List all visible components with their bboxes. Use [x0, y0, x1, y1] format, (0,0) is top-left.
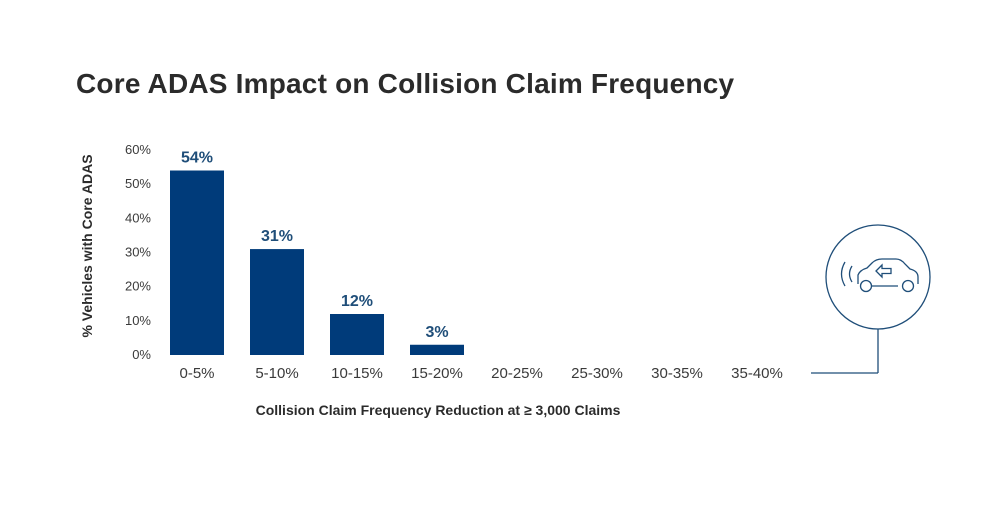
x-axis-title: Collision Claim Frequency Reduction at ≥… — [256, 402, 621, 418]
y-tick-label: 40% — [125, 210, 151, 225]
x-category-label: 35-40% — [731, 365, 783, 382]
x-category-label: 20-25% — [491, 365, 543, 382]
y-axis-ticks: 0% 10% 20% 30% 40% 50% 60% — [125, 142, 151, 362]
icon-circle — [825, 224, 931, 330]
x-category-label: 0-5% — [179, 365, 214, 382]
bar — [330, 314, 384, 355]
bar — [250, 249, 304, 355]
y-tick-label: 10% — [125, 313, 151, 328]
car-collision-sensor-icon — [811, 224, 931, 374]
x-axis-categories: 0-5% 5-10% 10-15% 15-20% 20-25% 25-30% 30-35% 3… — [179, 365, 782, 382]
bar-value-label: 31% — [261, 228, 293, 245]
x-category-label: 15-20% — [411, 365, 463, 382]
car-wheel-rear — [859, 279, 873, 293]
sensor-wave-outer — [840, 261, 846, 287]
y-tick-label: 0% — [132, 347, 151, 362]
data-labels: 54% 31% 12% 3% — [181, 150, 449, 341]
x-category-label: 25-30% — [571, 365, 623, 382]
y-axis-title: % Vehicles with Core ADAS — [79, 154, 95, 337]
arrow-left-icon — [875, 263, 892, 279]
sensor-wave-inner — [848, 265, 853, 283]
car-wheel-front — [901, 279, 915, 293]
y-tick-label: 30% — [125, 245, 151, 260]
y-tick-label: 20% — [125, 279, 151, 294]
y-tick-label: 50% — [125, 176, 151, 191]
chart-title: Core ADAS Impact on Collision Claim Freq… — [76, 68, 735, 99]
x-category-label: 30-35% — [651, 365, 703, 382]
bar — [170, 170, 224, 355]
x-category-label: 5-10% — [255, 365, 298, 382]
bar-value-label: 3% — [425, 324, 448, 341]
y-tick-label: 60% — [125, 142, 151, 157]
bar-value-label: 12% — [341, 293, 373, 310]
bar-value-label: 54% — [181, 150, 213, 167]
x-category-label: 10-15% — [331, 365, 383, 382]
bars — [170, 170, 464, 355]
bar — [410, 344, 464, 355]
car-body-icon — [857, 258, 919, 284]
